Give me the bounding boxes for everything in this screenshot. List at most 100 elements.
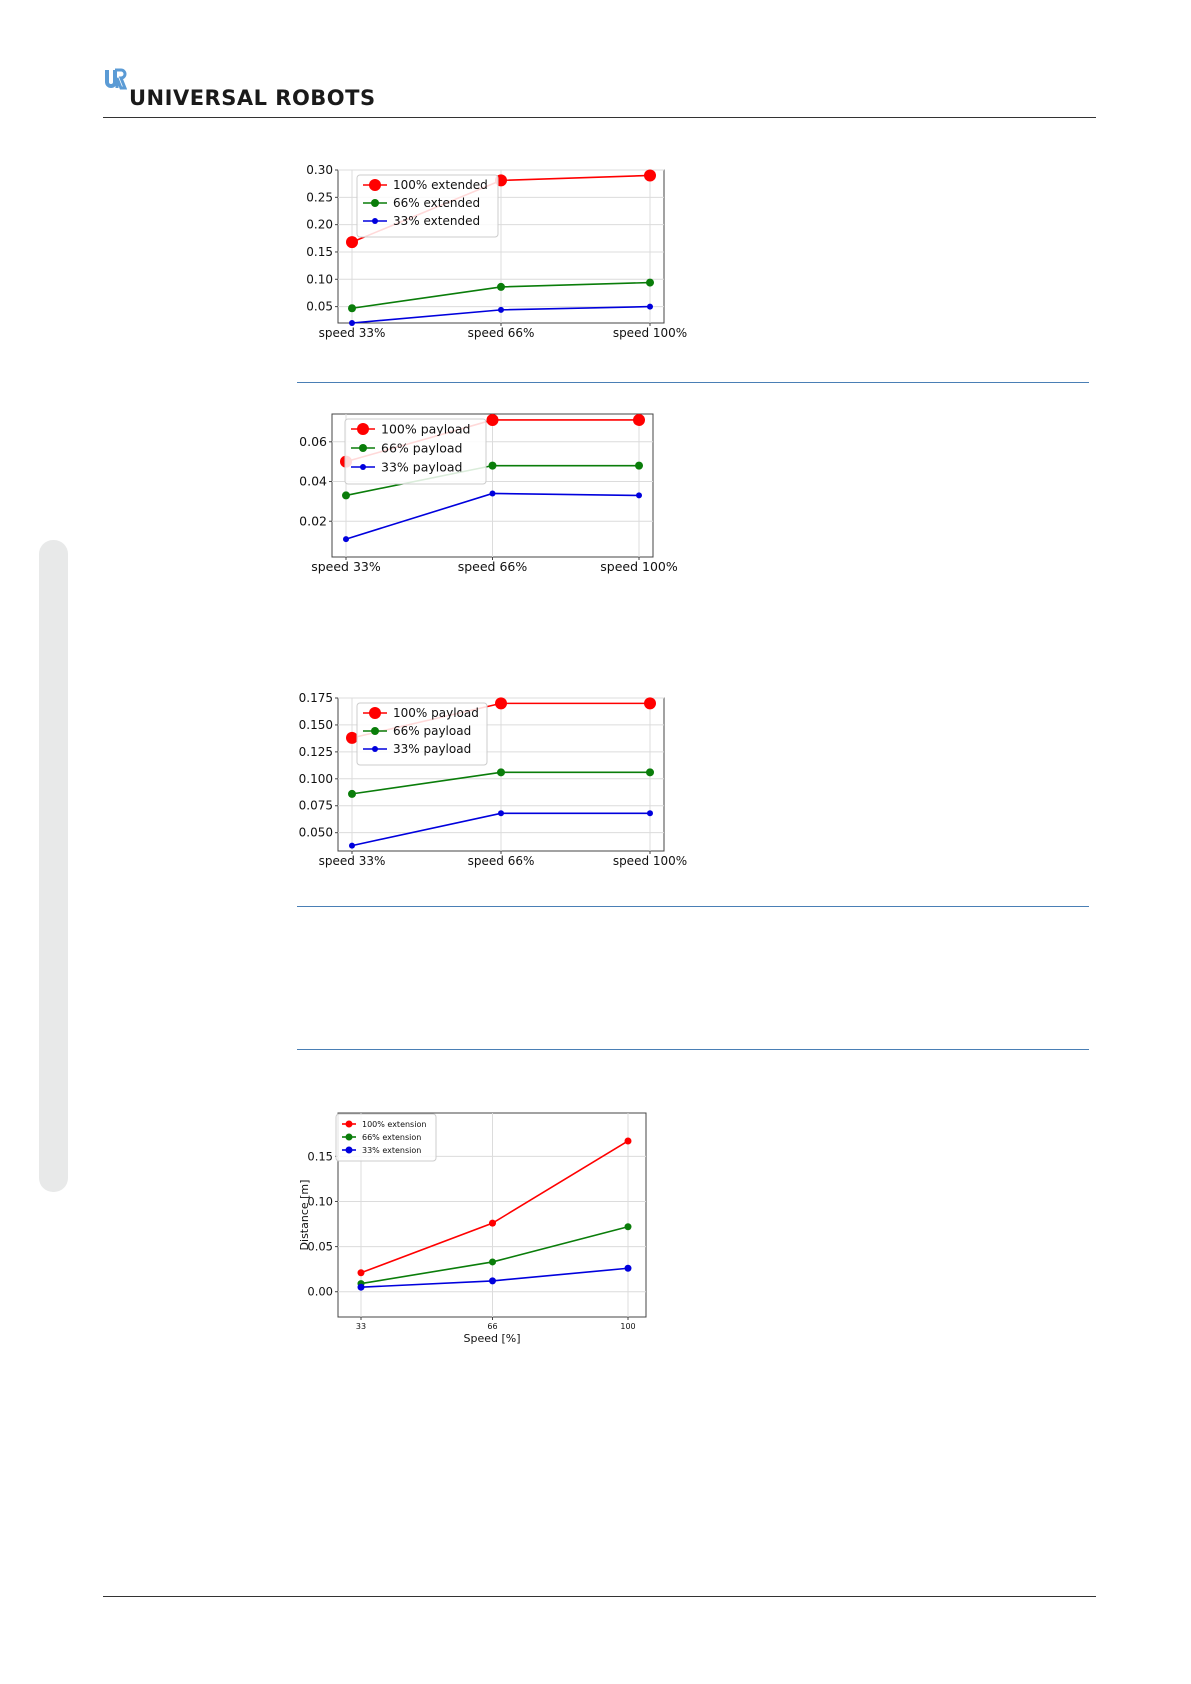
y-tick-label: 0.04 xyxy=(299,474,327,489)
x-tick-label: 100 xyxy=(620,1322,635,1331)
section-separator xyxy=(297,382,1089,383)
data-point xyxy=(349,842,355,849)
data-point xyxy=(647,810,653,817)
brand-name: UNIVERSAL ROBOTS xyxy=(129,86,376,110)
x-tick-label: speed 100% xyxy=(613,326,687,340)
legend-marker xyxy=(345,1120,353,1128)
chart-3-svg: 0.175 0.150 0.125 0.100 0.075 0.050 speed 33% s… xyxy=(299,691,688,868)
data-point xyxy=(489,1258,497,1266)
y-tick-label: 0.15 xyxy=(307,1149,333,1163)
brand-logo: UNIVERSAL ROBOTS xyxy=(103,68,375,112)
x-tick-label: speed 33% xyxy=(311,559,381,574)
legend-label: 33% extension xyxy=(362,1146,421,1155)
section-separator xyxy=(297,906,1089,907)
x-tick-label: speed 33% xyxy=(319,854,386,868)
data-point xyxy=(488,461,497,470)
data-point xyxy=(636,492,642,499)
data-point xyxy=(644,697,656,710)
section-separator xyxy=(297,1049,1089,1050)
x-tick-label: speed 100% xyxy=(613,854,687,868)
legend-label: 66% payload xyxy=(393,724,471,738)
y-tick-label: 0.05 xyxy=(307,1240,333,1254)
legend-label: 33% payload xyxy=(381,459,462,474)
legend-marker xyxy=(345,1133,353,1141)
legend-marker xyxy=(372,746,378,752)
data-point xyxy=(497,768,505,777)
legend-label: 100% extended xyxy=(393,178,488,192)
legend-box xyxy=(356,174,499,238)
legend-box xyxy=(344,418,487,485)
x-tick-label: speed 33% xyxy=(319,326,386,340)
legend-label: 100% extension xyxy=(362,1120,426,1129)
data-point xyxy=(624,1223,632,1231)
legend-box xyxy=(356,702,488,766)
legend-label: 33% payload xyxy=(393,742,471,756)
data-point xyxy=(498,810,504,817)
data-point xyxy=(495,697,507,710)
data-point xyxy=(346,236,358,249)
y-tick-label: 0.20 xyxy=(306,218,333,232)
chart-1-svg: 0.30 0.25 0.20 0.15 0.10 0.05 speed 33% speed 6… xyxy=(306,163,687,340)
legend-marker xyxy=(372,218,378,224)
legend-label: 100% payload xyxy=(393,706,479,720)
data-point xyxy=(348,304,356,313)
x-tick-label: speed 100% xyxy=(600,559,678,574)
legend-marker xyxy=(371,727,379,735)
legend-label: 66% payload xyxy=(381,440,462,455)
side-tab xyxy=(39,540,68,1192)
data-point xyxy=(647,303,653,310)
y-tick-label: 0.00 xyxy=(307,1285,333,1299)
ur-logo-icon xyxy=(105,68,127,90)
chart-distance-speed: 0.15 0.10 0.05 0.00 33 66 100 Speed [%] Distance… xyxy=(298,1112,712,1383)
chart-2-svg: 0.06 0.04 0.02 speed 33% speed 66% speed 100%… xyxy=(299,413,678,574)
data-point xyxy=(644,169,656,182)
legend-marker xyxy=(369,179,381,191)
data-point xyxy=(342,491,350,500)
data-point xyxy=(357,1269,365,1277)
data-point xyxy=(646,278,654,287)
data-point xyxy=(489,490,496,497)
y-tick-label: 0.150 xyxy=(299,718,333,732)
chart-4-svg: 0.15 0.10 0.05 0.00 33 66 100 Speed [%] Distance… xyxy=(298,1112,647,1345)
data-point xyxy=(624,1264,632,1272)
y-tick-label: 0.075 xyxy=(299,799,333,813)
data-point xyxy=(497,282,505,291)
y-axis-label: Distance [m] xyxy=(298,1180,311,1251)
data-point xyxy=(646,768,654,777)
x-tick-label: 66 xyxy=(487,1322,497,1331)
x-tick-label: speed 66% xyxy=(458,559,528,574)
chart-payload-speed-b: 0.175 0.150 0.125 0.100 0.075 0.050 speed 33% s… xyxy=(299,691,739,900)
legend-label: 33% extended xyxy=(393,214,480,228)
footer-rule xyxy=(103,1596,1096,1597)
legend-marker xyxy=(359,444,367,452)
data-point xyxy=(346,731,358,744)
y-tick-label: 0.175 xyxy=(299,691,333,705)
legend-label: 66% extension xyxy=(362,1133,421,1142)
legend-marker xyxy=(357,423,369,435)
y-tick-label: 0.25 xyxy=(306,190,333,204)
data-point xyxy=(357,1283,365,1291)
y-tick-label: 0.100 xyxy=(299,772,333,786)
data-point xyxy=(498,306,504,313)
data-point xyxy=(343,536,349,543)
x-tick-label: speed 66% xyxy=(468,854,535,868)
data-point xyxy=(624,1137,632,1145)
legend-label: 100% payload xyxy=(381,421,470,436)
y-tick-label: 0.10 xyxy=(306,272,333,286)
data-point xyxy=(348,789,356,798)
data-point xyxy=(635,461,643,470)
legend-label: 66% extended xyxy=(393,196,480,210)
data-point xyxy=(489,1277,497,1285)
x-tick-label: speed 66% xyxy=(468,326,535,340)
y-tick-label: 0.10 xyxy=(307,1194,333,1208)
chart-payload-speed-a: 0.06 0.04 0.02 speed 33% speed 66% speed 100%… xyxy=(299,412,739,626)
y-tick-label: 0.15 xyxy=(306,245,333,259)
x-tick-label: 33 xyxy=(356,1322,366,1331)
legend-marker xyxy=(371,199,379,207)
y-tick-label: 0.06 xyxy=(299,434,327,449)
data-point xyxy=(349,320,355,326)
y-tick-label: 0.05 xyxy=(306,300,333,314)
y-tick-label: 0.125 xyxy=(299,745,333,759)
legend-marker xyxy=(345,1146,353,1154)
legend-box xyxy=(335,1113,437,1162)
